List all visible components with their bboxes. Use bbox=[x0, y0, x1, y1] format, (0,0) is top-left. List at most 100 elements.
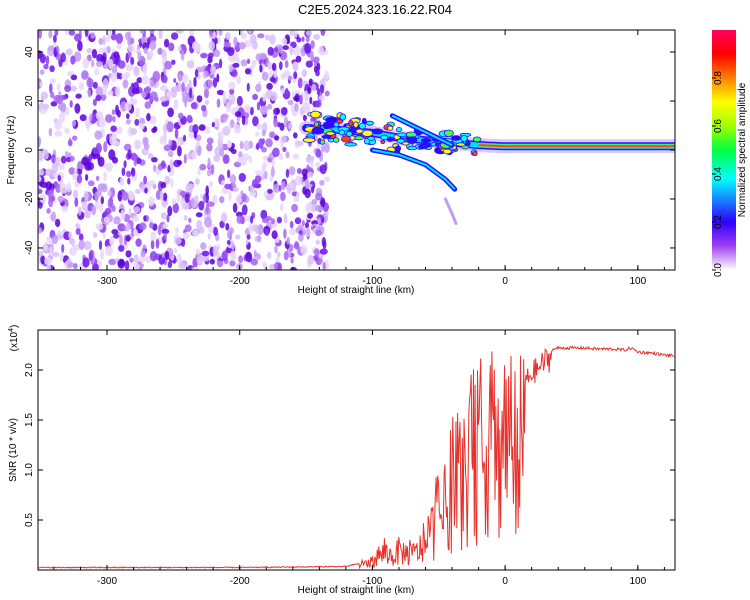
noise-speck bbox=[235, 195, 243, 204]
noise-speck bbox=[307, 254, 315, 265]
noise-speck bbox=[310, 40, 315, 49]
noise-speck bbox=[285, 151, 290, 159]
noise-speck bbox=[227, 47, 235, 57]
noise-speck bbox=[150, 231, 157, 241]
noise-speck bbox=[288, 75, 293, 81]
noise-speck bbox=[149, 30, 155, 34]
noise-speck bbox=[179, 190, 187, 197]
noise-speck bbox=[117, 190, 123, 202]
noise-speck bbox=[208, 181, 213, 188]
noise-speck bbox=[242, 153, 250, 161]
x-tick-label: -300 bbox=[97, 576, 117, 587]
noise-speck bbox=[283, 228, 287, 239]
ridge-blob bbox=[365, 120, 374, 126]
noise-speck bbox=[232, 202, 238, 213]
noise-speck bbox=[45, 55, 50, 66]
noise-speck bbox=[74, 103, 81, 114]
noise-speck bbox=[169, 159, 174, 170]
noise-speck bbox=[133, 215, 139, 223]
ridge-blob bbox=[322, 121, 332, 130]
noise-speck bbox=[232, 181, 236, 188]
noise-speck bbox=[96, 53, 104, 63]
noise-speck bbox=[110, 72, 117, 83]
noise-speck bbox=[177, 45, 182, 52]
spectrogram-x-axis: -300 -200 -100 0 100 bbox=[53, 30, 665, 287]
noise-speck bbox=[58, 112, 66, 123]
noise-speck bbox=[206, 137, 214, 145]
noise-speck bbox=[167, 261, 173, 269]
noise-speck bbox=[319, 164, 327, 175]
noise-speck bbox=[246, 234, 251, 240]
y-tick-label: -20 bbox=[24, 191, 35, 206]
noise-speck bbox=[173, 247, 178, 254]
noise-speck bbox=[271, 158, 275, 168]
noise-speck bbox=[320, 197, 326, 208]
noise-speck bbox=[196, 219, 203, 231]
noise-speck bbox=[77, 206, 82, 216]
noise-speck bbox=[284, 87, 289, 96]
noise-speck bbox=[225, 223, 230, 231]
noise-speck bbox=[256, 235, 262, 243]
noise-speck bbox=[82, 58, 90, 69]
noise-speck bbox=[127, 149, 132, 160]
noise-speck bbox=[91, 113, 95, 125]
noise-speck bbox=[127, 44, 136, 53]
noise-speck bbox=[50, 211, 57, 222]
noise-speck bbox=[289, 45, 294, 56]
noise-speck bbox=[223, 41, 231, 48]
noise-speck bbox=[67, 71, 74, 77]
noise-speck bbox=[305, 202, 313, 214]
noise-speck bbox=[77, 40, 83, 52]
noise-speck bbox=[293, 71, 298, 80]
y-tick-label: 20 bbox=[24, 95, 35, 107]
noise-speck bbox=[274, 135, 280, 141]
noise-speck bbox=[86, 78, 94, 88]
colorbar-tick-label: 0.6 bbox=[713, 119, 724, 133]
ridge-blob bbox=[313, 121, 320, 127]
noise-speck bbox=[266, 103, 273, 110]
noise-speck bbox=[207, 233, 211, 240]
noise-speck bbox=[174, 237, 182, 245]
noise-speck bbox=[48, 198, 54, 208]
noise-speck bbox=[212, 77, 218, 88]
noise-speck bbox=[175, 30, 184, 34]
noise-speck bbox=[218, 132, 224, 142]
noise-speck bbox=[267, 251, 272, 259]
noise-speck bbox=[97, 183, 106, 191]
noise-speck bbox=[68, 167, 76, 175]
noise-speck bbox=[265, 194, 273, 201]
noise-speck bbox=[322, 261, 326, 270]
noise-speck bbox=[117, 60, 126, 69]
noise-speck bbox=[94, 68, 100, 76]
noise-speck bbox=[145, 255, 152, 264]
snr-series-line bbox=[38, 344, 675, 570]
noise-speck bbox=[315, 239, 320, 245]
spectrogram-y-axis: -40 -20 0 20 40 bbox=[24, 46, 675, 255]
noise-speck bbox=[88, 154, 92, 163]
noise-speck bbox=[159, 190, 164, 201]
noise-speck bbox=[278, 153, 284, 161]
noise-speck bbox=[294, 217, 302, 225]
noise-speck bbox=[38, 30, 43, 39]
noise-speck bbox=[271, 166, 275, 178]
noise-speck bbox=[249, 34, 257, 45]
noise-speck bbox=[296, 141, 304, 147]
noise-speck bbox=[281, 37, 288, 46]
noise-speck bbox=[295, 175, 303, 186]
noise-speck bbox=[55, 183, 62, 193]
noise-speck bbox=[219, 147, 225, 157]
noise-speck bbox=[44, 149, 49, 160]
noise-speck bbox=[266, 82, 273, 90]
noise-speck bbox=[167, 107, 175, 118]
ridge-streak-core bbox=[391, 114, 453, 146]
x-tick-label: 0 bbox=[502, 576, 508, 587]
noise-speck bbox=[72, 119, 76, 127]
noise-speck bbox=[38, 169, 45, 176]
noise-speck bbox=[130, 128, 137, 135]
noise-speck bbox=[183, 214, 188, 221]
noise-speck bbox=[273, 183, 281, 193]
noise-speck bbox=[315, 192, 323, 201]
noise-speck bbox=[129, 257, 134, 263]
noise-speck bbox=[59, 252, 64, 262]
noise-speck bbox=[162, 192, 168, 202]
